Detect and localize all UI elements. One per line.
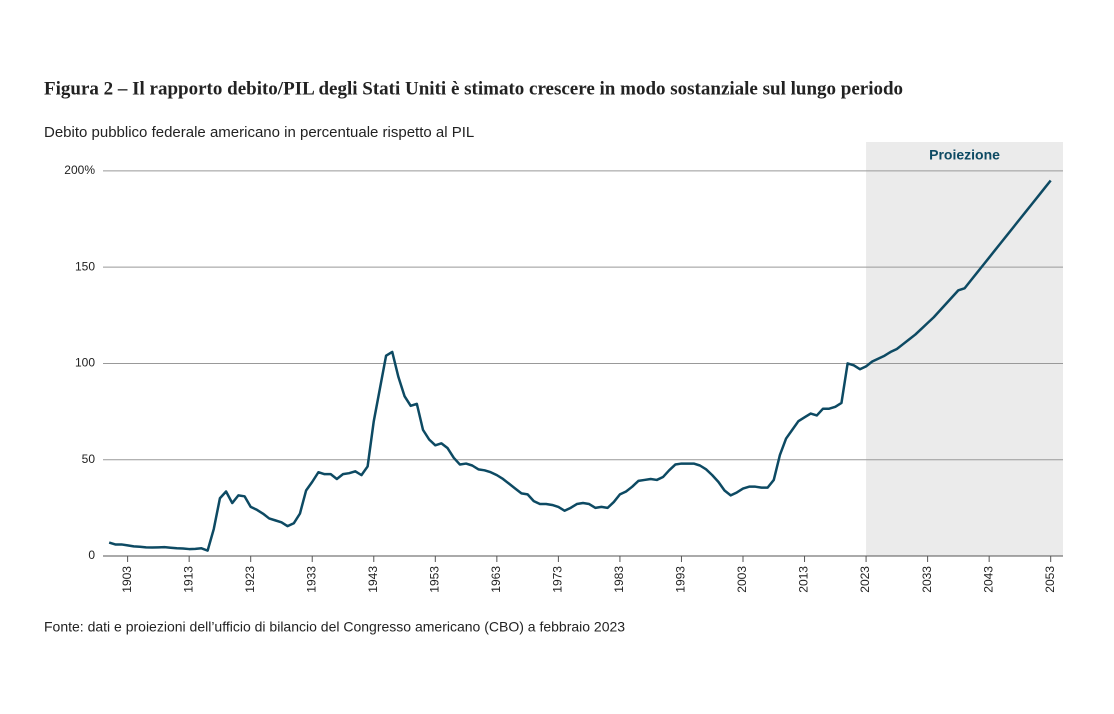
y-tick-label: 0 (88, 548, 95, 562)
chart-title: Figura 2 – Il rapporto debito/PIL degli … (44, 78, 903, 99)
x-tick-label: 2043 (981, 566, 995, 593)
x-tick-label: 1913 (181, 566, 195, 593)
x-tick-label: 2053 (1043, 566, 1057, 593)
x-tick-label: 2033 (920, 566, 934, 593)
x-tick-label: 1963 (489, 566, 503, 593)
data-line (108, 179, 1052, 552)
y-tick-label: 100 (75, 356, 95, 370)
x-tick-label: 1973 (551, 566, 565, 593)
x-tick-label: 2023 (858, 566, 872, 593)
chart-subtitle: Debito pubblico federale americano in pe… (44, 124, 474, 141)
y-tick-label: 200% (64, 163, 95, 177)
x-tick-label: 1993 (674, 566, 688, 593)
x-tick-label: 2013 (797, 566, 811, 593)
x-tick-label: 1943 (366, 566, 380, 593)
y-tick-label: 150 (75, 259, 95, 273)
x-tick-label: 1983 (612, 566, 626, 593)
x-tick-label: 1933 (304, 566, 318, 593)
x-tick-label: 1953 (427, 566, 441, 593)
x-tick-label: 1923 (243, 566, 257, 593)
source: Fonte: dati e proiezioni dell’ufficio di… (44, 619, 625, 635)
projection-area (866, 142, 1063, 556)
y-tick-label: 50 (82, 452, 96, 466)
x-tick-label: 1903 (120, 566, 134, 593)
x-tick-label: 2003 (735, 566, 749, 593)
projection-label: Proiezione (929, 147, 1000, 163)
